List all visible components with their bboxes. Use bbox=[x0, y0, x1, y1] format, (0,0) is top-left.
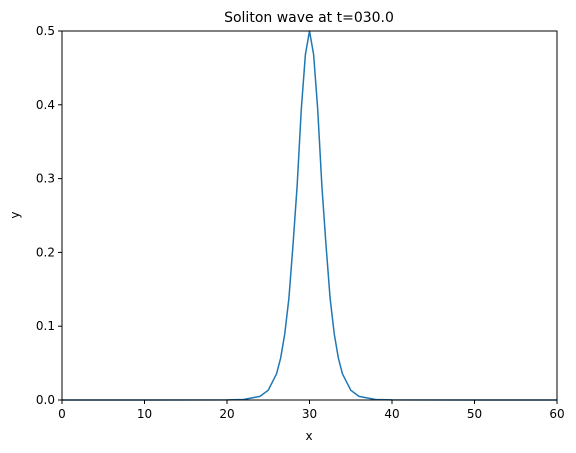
x-tick-label: 60 bbox=[549, 407, 564, 421]
plot-area bbox=[62, 30, 557, 401]
y-tick-label: 0.0 bbox=[36, 393, 55, 407]
x-tick-label: 30 bbox=[302, 407, 317, 421]
y-tick-label: 0.1 bbox=[36, 319, 55, 333]
x-tick-label: 0 bbox=[58, 407, 66, 421]
y-axis-ticks: 0.0 0.1 0.2 0.3 0.4 0.5 bbox=[36, 24, 62, 407]
series-line-0 bbox=[62, 30, 557, 401]
x-tick-label: 20 bbox=[219, 407, 234, 421]
y-tick-label: 0.2 bbox=[36, 245, 55, 259]
x-tick-label: 50 bbox=[467, 407, 482, 421]
x-tick-label: 40 bbox=[384, 407, 399, 421]
x-axis-label: x bbox=[305, 429, 312, 443]
x-tick-label: 10 bbox=[137, 407, 152, 421]
x-axis-ticks: 0 10 20 30 40 50 60 bbox=[58, 400, 565, 421]
y-tick-label: 0.4 bbox=[36, 98, 55, 112]
y-axis-label: y bbox=[8, 211, 22, 218]
plot-frame bbox=[61, 30, 558, 401]
y-tick-label: 0.3 bbox=[36, 172, 55, 186]
chart-title: Soliton wave at t=030.0 bbox=[224, 10, 394, 26]
y-tick-label: 0.5 bbox=[36, 24, 55, 38]
